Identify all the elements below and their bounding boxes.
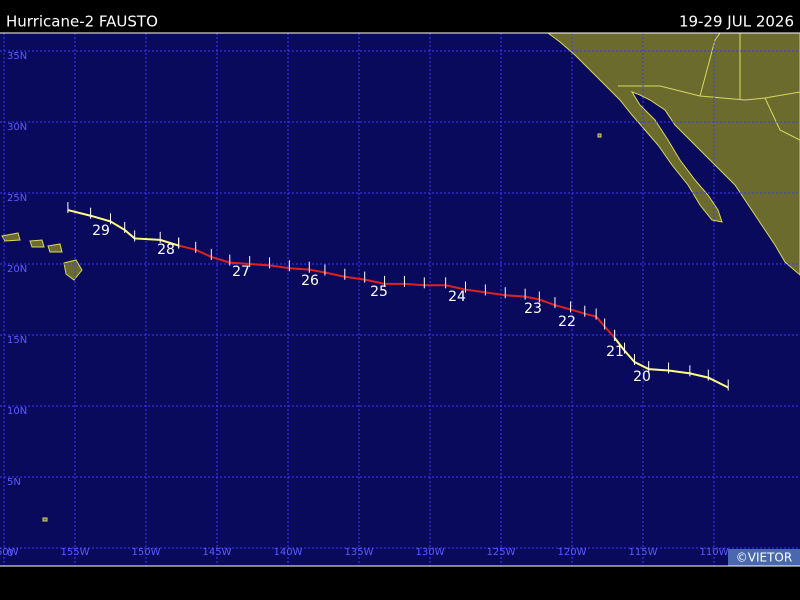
land <box>1 32 800 522</box>
title: Hurricane-2 FAUSTO <box>6 13 158 31</box>
day-label: 23 <box>524 301 542 317</box>
day-label: 27 <box>232 264 250 280</box>
day-label: 22 <box>558 314 576 330</box>
lat-label: 35N <box>7 51 27 62</box>
grid: 35N 30N 25N 20N 15N 10N 5N 0160W 155W 150W 145W 140… <box>0 33 800 566</box>
header-bar <box>0 0 800 33</box>
lat-label: 10N <box>7 406 27 417</box>
island <box>42 517 48 522</box>
track: 20 21 22 23 24 25 26 27 28 29 <box>67 202 729 391</box>
dates: 19-29 JUL 2026 <box>679 13 794 31</box>
day-label: 20 <box>633 369 651 385</box>
lon-label: 115W <box>629 547 658 558</box>
lon-label: 150W <box>132 547 161 558</box>
lon-label: 160W <box>0 547 19 558</box>
track-line <box>613 337 729 389</box>
day-label: 21 <box>606 344 624 360</box>
lon-label: 110W <box>700 547 729 558</box>
lat-label: 20N <box>7 264 27 275</box>
border <box>764 97 800 141</box>
lat-label: 25N <box>7 193 27 204</box>
island <box>29 239 45 248</box>
border <box>699 32 721 97</box>
day-label: 28 <box>157 242 175 258</box>
day-label: 29 <box>92 223 110 239</box>
lon-label: 120W <box>558 547 587 558</box>
island <box>47 243 63 253</box>
island <box>63 259 83 281</box>
lat-label: 15N <box>7 335 27 346</box>
lon-label: 140W <box>274 547 303 558</box>
day-label: 26 <box>301 273 319 289</box>
lat-label: 5N <box>7 477 21 488</box>
track-line <box>178 244 616 339</box>
island <box>597 133 602 138</box>
lon-label: 155W <box>61 547 90 558</box>
island <box>1 232 21 242</box>
lon-label: 135W <box>345 547 374 558</box>
mexico-coast <box>546 32 800 276</box>
lon-label: 130W <box>416 547 445 558</box>
border <box>618 85 800 101</box>
credit-box <box>728 549 800 566</box>
lon-label: 145W <box>203 547 232 558</box>
lat-label: 0 <box>7 548 13 559</box>
day-label: 25 <box>370 284 388 300</box>
lat-label: 30N <box>7 122 27 133</box>
day-label: 24 <box>448 289 466 305</box>
credit: ©VIETOR <box>736 551 792 565</box>
lon-label: 125W <box>487 547 516 558</box>
